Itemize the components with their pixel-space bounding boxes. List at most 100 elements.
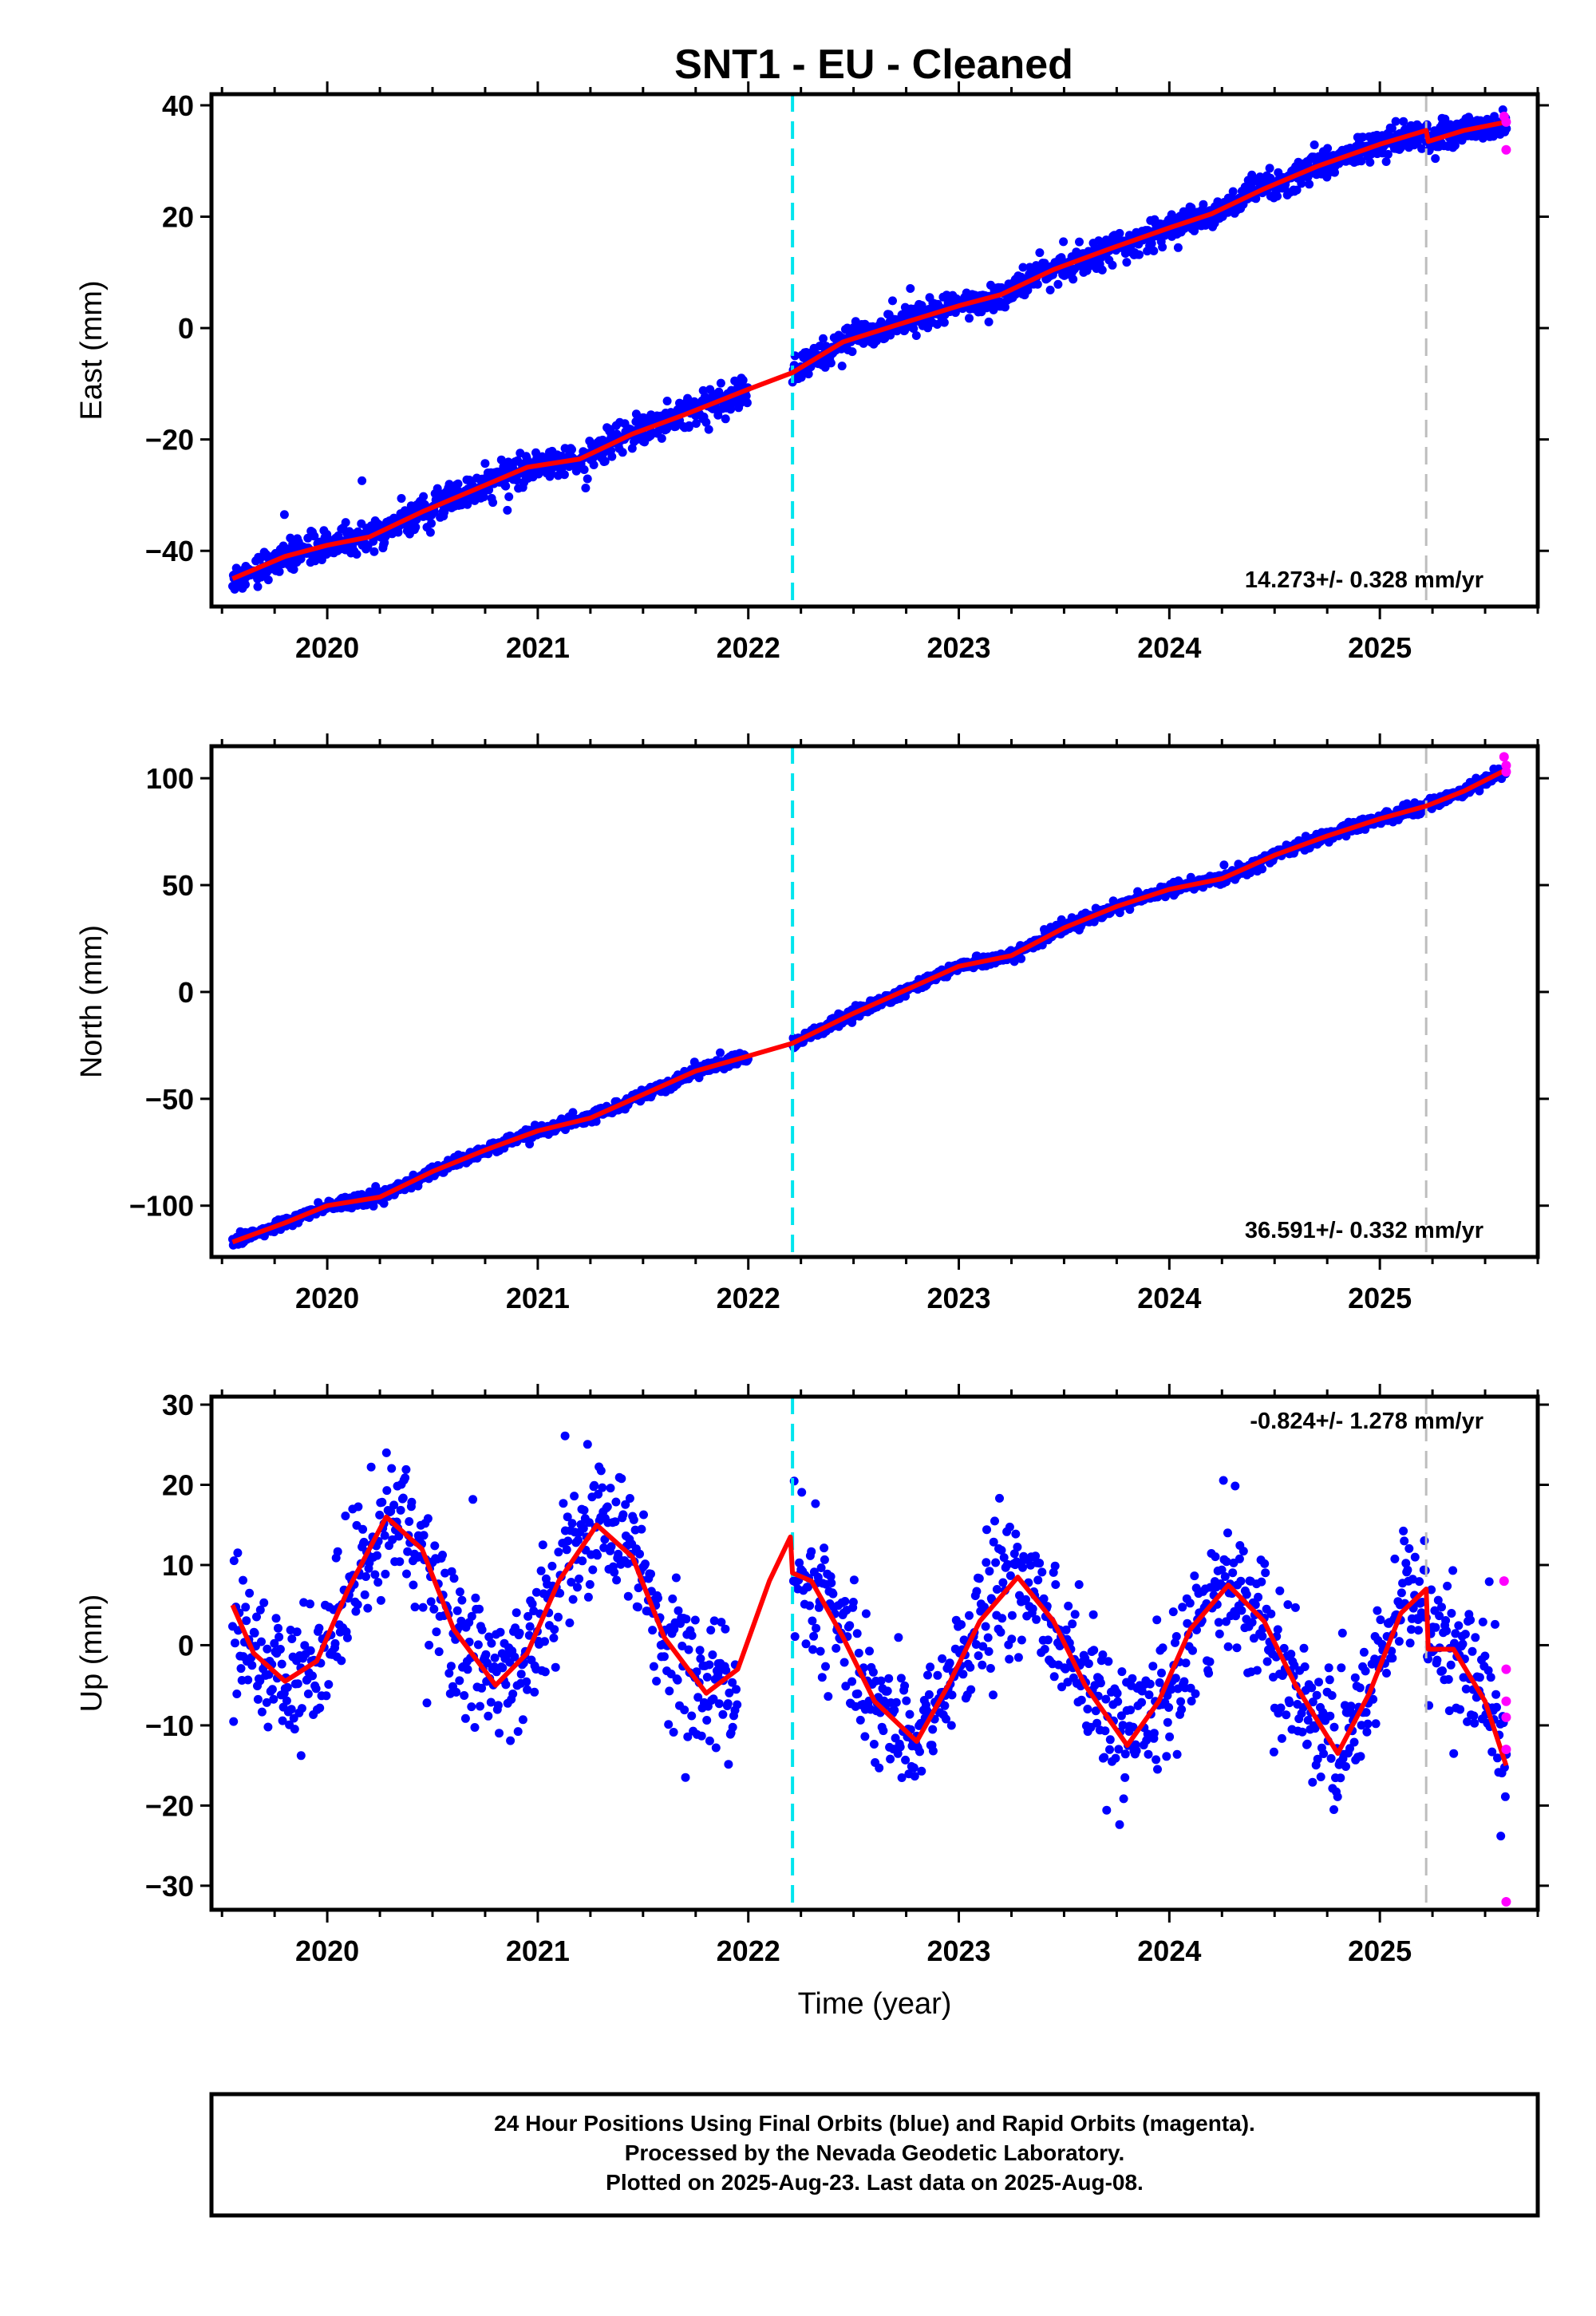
data-point	[1126, 1705, 1136, 1715]
data-point	[947, 1690, 957, 1700]
data-point	[687, 1630, 697, 1640]
data-point	[684, 1645, 693, 1654]
y-axis-label: North (mm)	[75, 925, 109, 1078]
data-point	[714, 1699, 724, 1709]
data-point	[263, 575, 273, 585]
data-point	[1013, 1653, 1023, 1662]
data-point	[1035, 1559, 1045, 1568]
data-point	[853, 1689, 863, 1698]
data-point	[945, 1658, 954, 1668]
x-axis: 2020 2021 2022 2023 2024 2025	[220, 733, 1539, 1314]
data-point	[1181, 1658, 1191, 1668]
data-point	[241, 1603, 251, 1612]
data-point	[306, 1646, 315, 1655]
data-point	[279, 510, 289, 520]
data-point	[438, 1551, 447, 1559]
data-point	[289, 565, 298, 574]
data-point	[611, 1497, 621, 1507]
data-point	[583, 1440, 592, 1449]
data-point	[723, 1699, 733, 1709]
data-point	[579, 1524, 588, 1533]
data-point	[377, 1497, 387, 1507]
data-point	[381, 1569, 390, 1579]
rate-annotation: 36.591+/- 0.332 mm/yr	[1245, 1218, 1483, 1243]
data-point	[1316, 1773, 1325, 1781]
y-tick-label: −20	[145, 424, 194, 456]
data-point	[440, 1568, 450, 1578]
data-point	[1326, 1753, 1336, 1763]
data-point	[359, 1537, 369, 1547]
data-point	[610, 1567, 619, 1577]
data-point	[1247, 1618, 1257, 1627]
data-point	[1100, 1726, 1110, 1736]
data-point	[1191, 1689, 1200, 1698]
data-point	[306, 1599, 314, 1609]
data-point	[847, 1677, 857, 1686]
y-tick-label: 20	[162, 201, 194, 234]
data-point	[430, 1541, 440, 1551]
data-point	[1128, 1722, 1138, 1732]
data-point	[741, 391, 751, 401]
data-point	[1005, 1571, 1015, 1580]
data-point	[1262, 1657, 1272, 1666]
y-tick-label: −50	[145, 1083, 194, 1116]
data-point	[705, 1660, 714, 1670]
data-point	[832, 1643, 841, 1653]
data-point	[648, 1626, 658, 1635]
figure-title: SNT1 - EU - Cleaned	[674, 41, 1073, 88]
data-point	[982, 303, 991, 313]
data-point	[1017, 954, 1026, 963]
data-point	[402, 1569, 411, 1579]
data-point	[691, 419, 701, 429]
data-point	[467, 1702, 476, 1712]
data-point	[1260, 1559, 1270, 1568]
data-point	[263, 1722, 273, 1732]
data-point	[236, 1664, 246, 1674]
data-point	[1279, 1643, 1289, 1653]
data-point	[1092, 1718, 1102, 1728]
data-point	[1292, 185, 1302, 195]
plot-frame	[209, 744, 1540, 1259]
data-point	[1329, 1805, 1338, 1814]
data-point	[1032, 1614, 1041, 1624]
data-point	[460, 1691, 469, 1700]
data-point	[1011, 1529, 1021, 1539]
data-point	[567, 445, 576, 454]
data-point	[687, 1711, 697, 1721]
data-point	[1381, 157, 1391, 166]
data-point	[683, 393, 693, 403]
data-point	[1204, 1669, 1214, 1678]
data-point	[540, 1637, 549, 1646]
data-point	[1018, 263, 1028, 272]
data-point	[1215, 1629, 1224, 1638]
data-point	[606, 1542, 616, 1551]
data-point	[972, 1587, 982, 1596]
data-point	[602, 1502, 612, 1512]
data-point	[496, 455, 506, 464]
data-point	[354, 1502, 363, 1512]
data-point	[1162, 1752, 1171, 1761]
data-point	[933, 1670, 942, 1680]
data-point	[816, 1563, 826, 1572]
data-point	[460, 1713, 470, 1723]
data-point	[1149, 1729, 1159, 1738]
data-point	[376, 1595, 385, 1605]
data-point	[610, 1517, 620, 1527]
data-point	[1362, 1727, 1372, 1737]
data-point	[897, 1773, 907, 1782]
data-point	[989, 1690, 998, 1700]
data-point	[1018, 1563, 1027, 1572]
data-point	[409, 1580, 418, 1590]
data-point	[353, 1600, 362, 1610]
data-point	[1310, 140, 1319, 149]
data-point	[1211, 1552, 1220, 1562]
data-point	[637, 1524, 646, 1534]
data-point	[1223, 1528, 1232, 1538]
x-tick-label: 2022	[717, 631, 780, 664]
data-point	[992, 1585, 1001, 1594]
data-point	[1349, 1737, 1359, 1747]
x-axis: 2020 2021 2022 2023 2024 2025	[220, 81, 1539, 664]
data-point	[906, 284, 915, 293]
data-point	[567, 1519, 577, 1528]
data-point	[395, 1557, 405, 1567]
